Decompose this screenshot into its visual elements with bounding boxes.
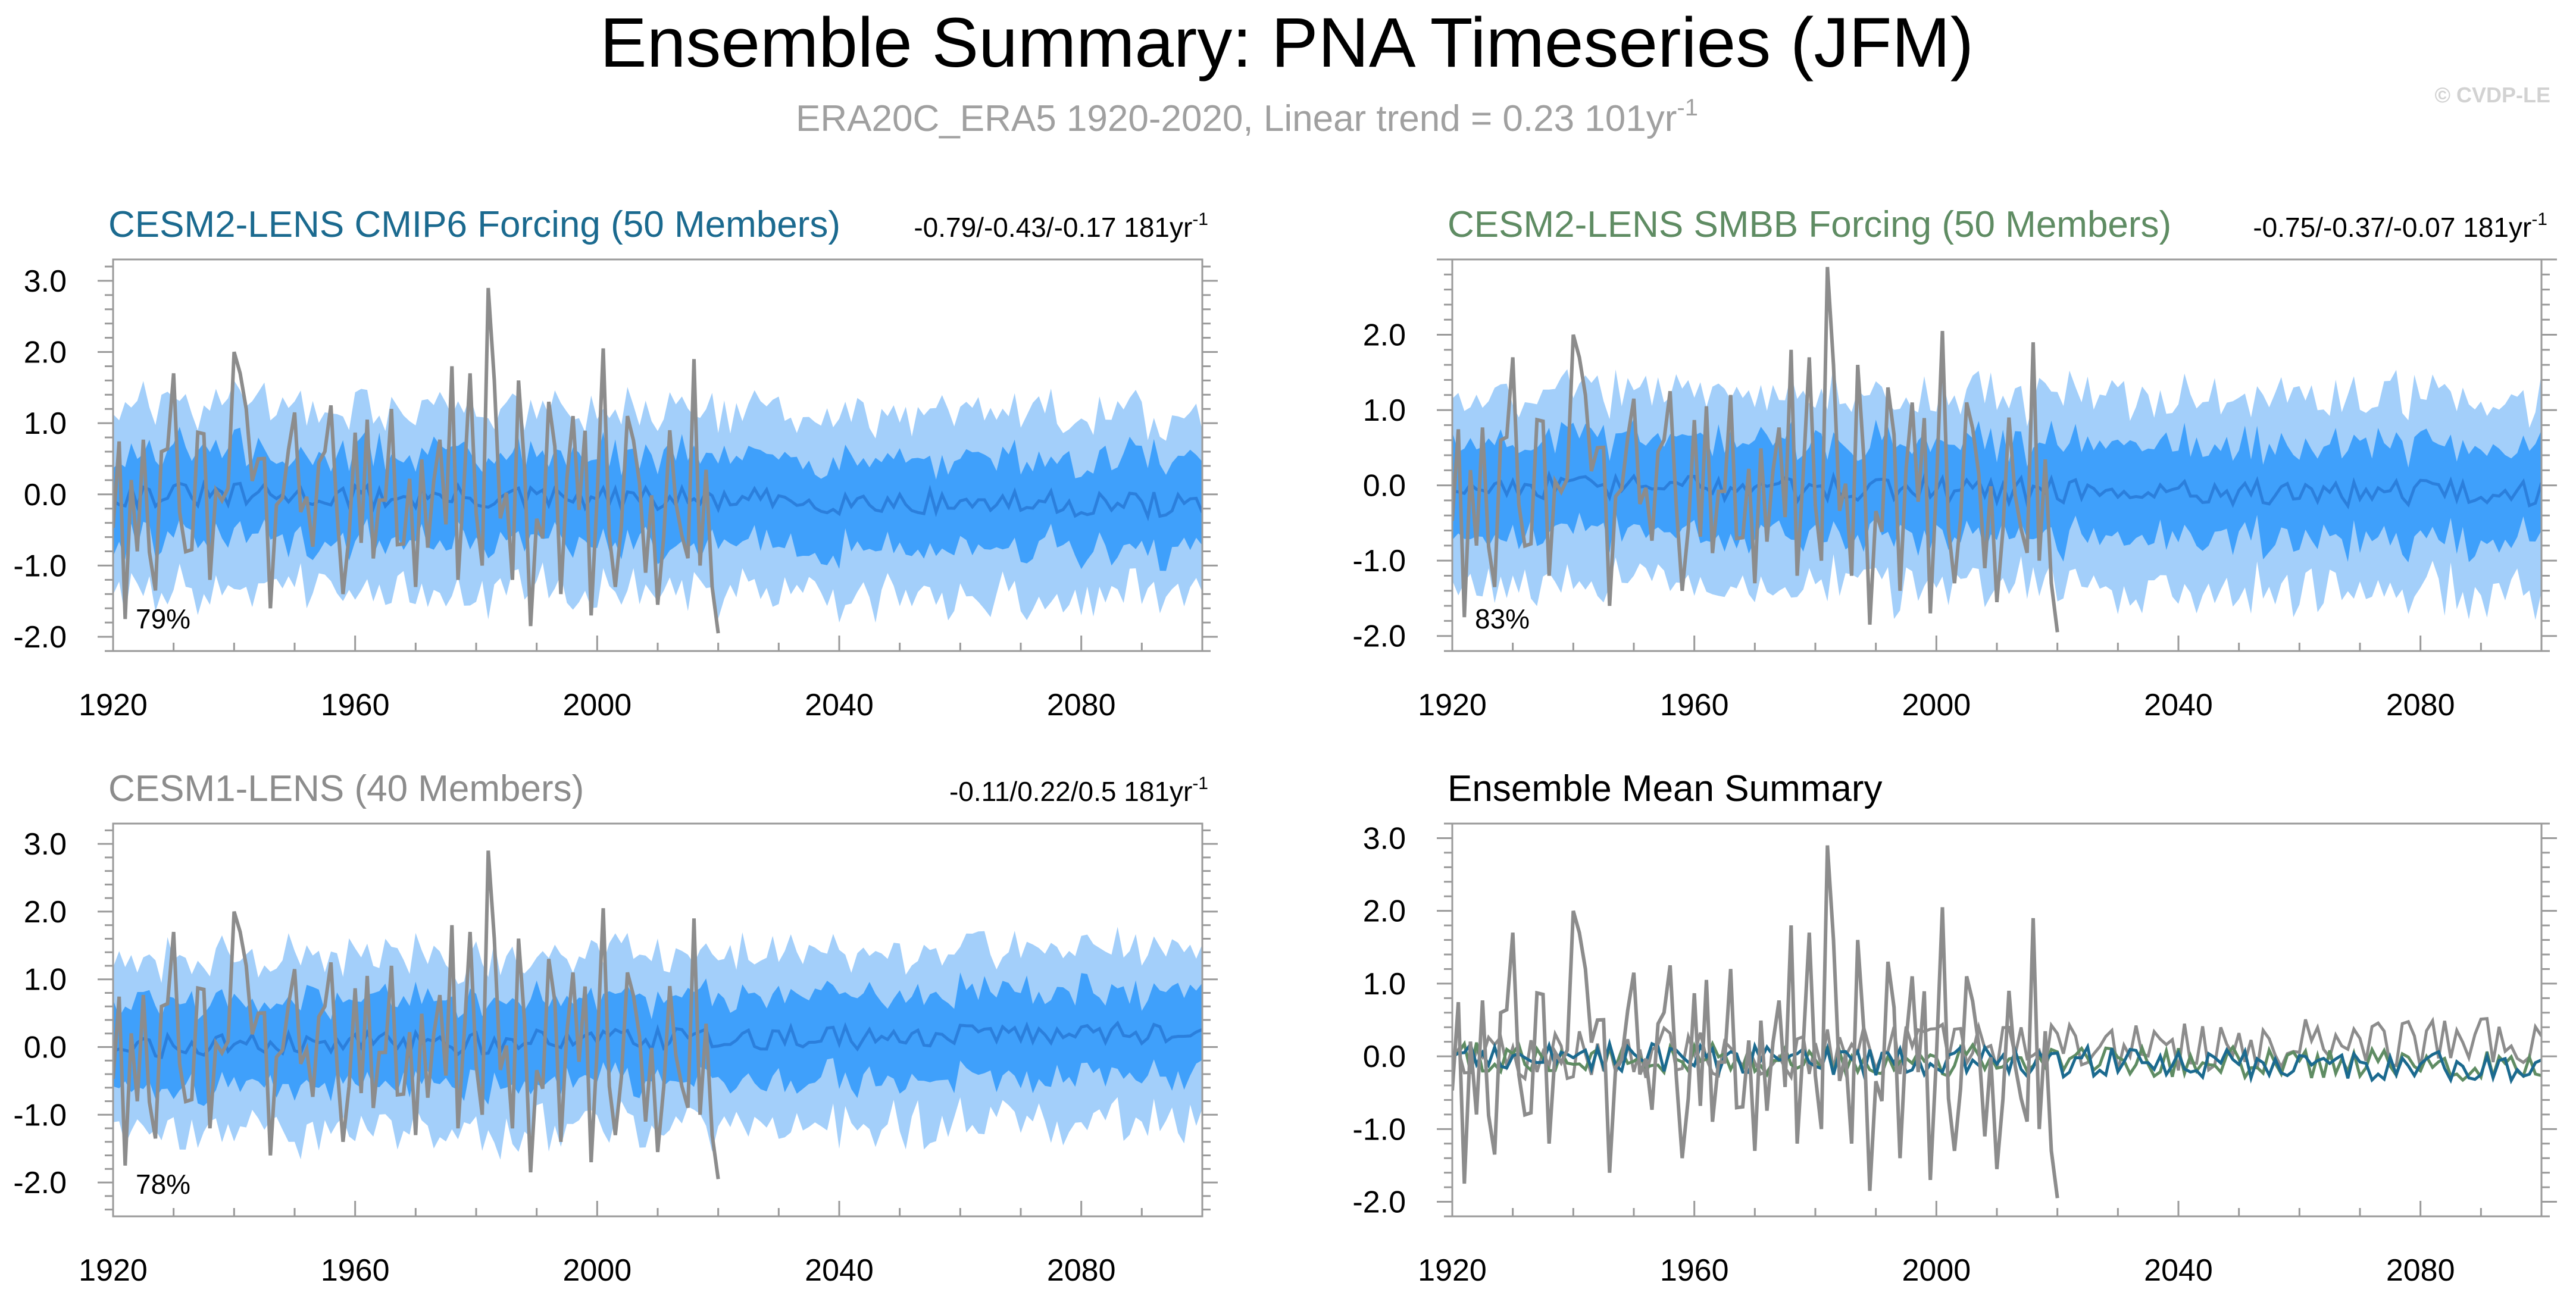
y-tick-label: -2.0 [13,620,67,655]
trend-label-main: -0.79/-0.43/-0.17 181yr [914,212,1192,243]
y-tick-label: 1.0 [24,406,67,441]
plot-area-smbb [1452,267,2541,633]
ensemble-mean-line [113,479,1202,522]
x-tick-label: 2080 [2386,1253,2455,1288]
x-tick-label: 2040 [2144,1253,2213,1288]
x-tick-label: 2040 [805,1253,874,1288]
inner-range-band [113,972,1202,1106]
percent-label: 79% [136,603,190,634]
inner-range-band [1452,418,2541,562]
y-tick-label: -1.0 [1352,1112,1406,1147]
panel-summary: 1920 1960 2000 2040 2080 3.0 2.0 1.0 0.0 -1.0 -2.0… [1352,768,2557,1288]
y-tick-label: -2.0 [1352,1185,1406,1220]
inner-range-band [113,427,1202,571]
trend-label-sup: -1 [2531,209,2547,229]
x-tick-label: 1960 [321,688,390,722]
y-tick-label: 1.0 [1363,967,1406,1002]
x-tick-label: 1960 [321,1253,390,1288]
x-tick-label: 2000 [562,1253,632,1288]
copyright-label: © CVDP-LE [2434,83,2550,107]
plot-area-cmip6 [113,287,1202,634]
x-tick-label: 2040 [805,688,874,722]
ensemble-mean-line [113,1020,1202,1060]
x-tick-label: 1960 [1660,688,1729,722]
y-tick-label: 2.0 [1363,318,1406,353]
percent-label: 83% [1475,603,1530,634]
y-tick-label: -2.0 [13,1166,67,1200]
x-tick-label: 1920 [1418,1253,1487,1288]
observed-line [113,850,720,1179]
trend-label: -0.79/-0.43/-0.17 181yr-1 [914,209,1208,243]
x-tick-label: 2080 [2386,688,2455,722]
y-tick-label: 0.0 [1363,1040,1406,1074]
trend-label: -0.75/-0.37/-0.07 181yr-1 [2253,209,2547,243]
trend-label-main: -0.11/0.22/0.5 181yr [949,776,1192,807]
y-tick-label: 3.0 [1363,821,1406,856]
y-tick-label: -1.0 [1352,544,1406,578]
x-tick-label: 1920 [79,688,148,722]
y-tick-label: -2.0 [1352,619,1406,654]
figure-subtitle-sup: -1 [1677,95,1698,121]
observed-line [113,287,720,634]
smbb-mean-line [1452,1040,2541,1082]
panel-title: CESM2-LENS CMIP6 Forcing (50 Members) [108,204,840,245]
y-tick-label: 2.0 [24,336,67,370]
trend-label-sup: -1 [1192,774,1208,793]
trend-label-sup: -1 [1192,209,1208,229]
y-tick-label: 3.0 [24,264,67,299]
figure-subtitle: ERA20C_ERA5 1920-2020, Linear trend = 0.… [796,95,1698,139]
x-tick-label: 1920 [79,1253,148,1288]
observed-line [1452,267,2059,633]
figure-subtitle-main: ERA20C_ERA5 1920-2020, Linear trend = 0.… [796,98,1677,139]
x-tick-label: 2080 [1047,688,1116,722]
x-tick-label: 2000 [1902,1253,1971,1288]
x-tick-label: 1960 [1660,1253,1729,1288]
y-tick-label: 2.0 [1363,894,1406,929]
y-tick-label: 0.0 [1363,469,1406,503]
panel-cmip6: 1920 1960 2000 2040 2080 3.0 2.0 1.0 0.0 -1.0 -2.0… [13,204,1218,722]
figure-title: Ensemble Summary: PNA Timeseries (JFM) [600,4,1974,82]
y-tick-label: 1.0 [1363,393,1406,428]
percent-label: 78% [136,1169,190,1200]
ensemble-mean-line [1452,470,2541,510]
y-tick-label: 0.0 [24,1031,67,1065]
y-tick-label: -1.0 [13,549,67,583]
y-tick-label: 1.0 [24,963,67,997]
x-tick-label: 1920 [1418,688,1487,722]
trend-label-main: -0.75/-0.37/-0.07 181yr [2253,212,2531,243]
panel-title: CESM1-LENS (40 Members) [108,768,584,809]
y-tick-label: 2.0 [24,895,67,930]
x-tick-label: 2080 [1047,1253,1116,1288]
observed-line [1452,845,2059,1198]
panel-title: CESM2-LENS SMBB Forcing (50 Members) [1448,204,2171,245]
y-tick-label: -1.0 [13,1098,67,1132]
panel-cesm1: 1920 1960 2000 2040 2080 3.0 2.0 1.0 0.0 -1.0 -2.0… [13,768,1218,1288]
y-tick-label: 0.0 [24,478,67,512]
trend-label: -0.11/0.22/0.5 181yr-1 [949,774,1208,807]
panel-smbb: 1920 1960 2000 2040 2080 2.0 1.0 0.0 -1.0 -2.0 CES… [1352,204,2557,722]
cmip6-mean-line [1452,1038,2541,1085]
x-tick-label: 2000 [562,688,632,722]
panel-title: Ensemble Mean Summary [1448,768,1883,809]
y-tick-label: 3.0 [24,827,67,862]
plot-area-cesm1 [113,850,1202,1179]
x-tick-label: 2040 [2144,688,2213,722]
x-tick-label: 2000 [1902,688,1971,722]
plot-area-summary [1452,845,2541,1198]
